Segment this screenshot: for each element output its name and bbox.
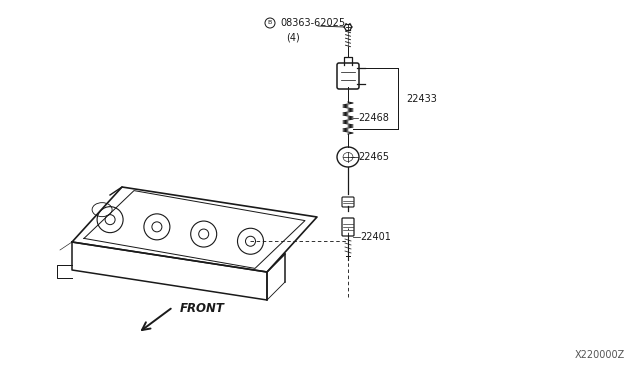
Text: 22401: 22401 — [360, 232, 391, 242]
Text: B: B — [268, 20, 272, 26]
Text: 08363-62025: 08363-62025 — [280, 18, 345, 28]
Text: 22468: 22468 — [358, 113, 389, 123]
Text: (4): (4) — [286, 32, 300, 42]
Text: X220000Z: X220000Z — [575, 350, 625, 360]
Text: 22465: 22465 — [358, 152, 389, 162]
Text: FRONT: FRONT — [180, 302, 225, 315]
Text: 22433: 22433 — [406, 93, 437, 103]
